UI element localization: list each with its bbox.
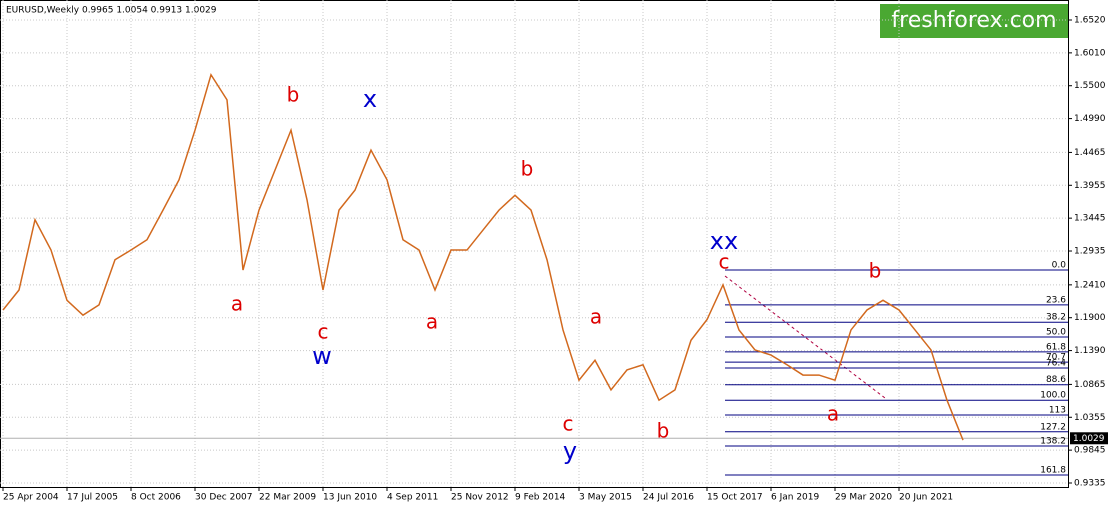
y-tick-label: 1.5500 xyxy=(1074,81,1106,91)
wave-label: b xyxy=(869,259,882,283)
x-tick-label: 3 May 2015 xyxy=(579,493,632,503)
wave-label: xx xyxy=(710,227,738,255)
fib-label: 100.0 xyxy=(1040,391,1066,401)
x-tick-label: 25 Nov 2012 xyxy=(451,493,509,503)
wave-label: b xyxy=(287,83,300,107)
chart-title: EURUSD,Weekly 0.9965 1.0054 0.9913 1.002… xyxy=(6,6,217,16)
x-tick-label: 8 Oct 2006 xyxy=(131,493,181,503)
fib-label: 88.6 xyxy=(1046,375,1066,385)
x-tick-label: 9 Feb 2014 xyxy=(515,493,566,503)
y-tick-label: 1.4465 xyxy=(1074,148,1106,158)
y-tick-label: 0.9335 xyxy=(1074,479,1106,489)
y-tick-label: 1.0355 xyxy=(1074,413,1106,423)
watermark: freshforex.com xyxy=(891,8,1056,33)
fib-label: 0.0 xyxy=(1052,261,1067,271)
wave-label: y xyxy=(563,437,577,465)
fib-label: 23.6 xyxy=(1046,295,1066,305)
y-tick-label: 1.2935 xyxy=(1074,247,1106,257)
x-tick-label: 20 Jun 2021 xyxy=(899,493,953,503)
x-tick-label: 22 Mar 2009 xyxy=(259,493,316,503)
x-tick-label: 4 Sep 2011 xyxy=(387,493,438,503)
wave-label: c xyxy=(563,412,574,436)
wave-label: w xyxy=(312,342,332,370)
plot-frame xyxy=(0,0,1069,488)
y-tick-label: 0.9845 xyxy=(1074,446,1106,456)
wave-label: a xyxy=(426,310,438,334)
y-tick-label: 1.1390 xyxy=(1074,346,1106,356)
y-tick-label: 1.3955 xyxy=(1074,181,1106,191)
x-tick-label: 29 Mar 2020 xyxy=(835,493,892,503)
y-tick-label: 1.4990 xyxy=(1074,114,1106,124)
last-price-label: 1.0029 xyxy=(1073,434,1105,444)
fib-label: 61.8 xyxy=(1046,342,1066,352)
fib-label: 50.0 xyxy=(1046,328,1066,338)
x-tick-label: 6 Jan 2019 xyxy=(771,493,819,503)
y-tick-label: 1.3445 xyxy=(1074,214,1106,224)
x-tick-label: 13 Jun 2010 xyxy=(323,493,377,503)
price-line xyxy=(2,72,964,441)
y-tick-label: 1.0865 xyxy=(1074,380,1106,390)
fib-label: 113 xyxy=(1049,406,1066,416)
fib-label: 161.8 xyxy=(1040,465,1066,475)
x-tick-label: 24 Jul 2016 xyxy=(643,493,694,503)
wave-label: x xyxy=(363,85,377,113)
wave-label: a xyxy=(590,305,602,329)
wave-label: c xyxy=(719,250,730,274)
fib-label: 127.2 xyxy=(1040,422,1066,432)
fib-label: 76.4 xyxy=(1046,358,1066,368)
watermark-box xyxy=(880,4,1068,38)
wave-label: b xyxy=(657,419,670,443)
fib-label: 38.2 xyxy=(1046,313,1066,323)
wave-label: c xyxy=(318,320,329,344)
x-tick-label: 17 Jul 2005 xyxy=(67,493,118,503)
y-tick-label: 1.6520 xyxy=(1074,16,1106,26)
fib-label: 138.2 xyxy=(1040,436,1066,446)
wave-label: b xyxy=(521,157,534,181)
fib-label: 70.7 xyxy=(1046,353,1066,363)
x-tick-label: 25 Apr 2004 xyxy=(3,493,59,503)
y-tick-label: 1.2410 xyxy=(1074,280,1106,290)
y-tick-label: 1.1900 xyxy=(1074,313,1106,323)
x-tick-label: 15 Oct 2017 xyxy=(707,493,763,503)
y-tick-label: 1.6010 xyxy=(1074,48,1106,58)
last-price-box xyxy=(1070,432,1108,445)
wave-label: a xyxy=(827,402,839,426)
x-tick-label: 30 Dec 2007 xyxy=(195,493,253,503)
wave-label: a xyxy=(231,292,243,316)
